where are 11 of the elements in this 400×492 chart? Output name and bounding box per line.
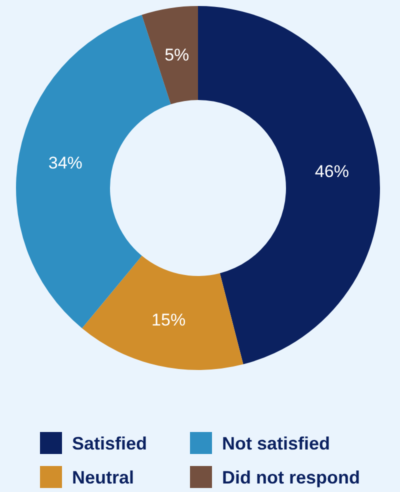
legend-label: Satisfied <box>72 433 148 454</box>
data-label: 34% <box>48 154 82 173</box>
data-label: 46% <box>314 162 349 182</box>
data-label: 5% <box>164 46 190 65</box>
donut-slice <box>142 6 198 104</box>
legend-label: Did not respond <box>222 467 360 488</box>
donut-slice <box>198 6 380 364</box>
legend-label: Not satisfied <box>222 433 330 454</box>
data-label: 15% <box>152 310 186 330</box>
legend-label: Neutral <box>72 467 134 488</box>
donut-slice <box>82 256 244 370</box>
